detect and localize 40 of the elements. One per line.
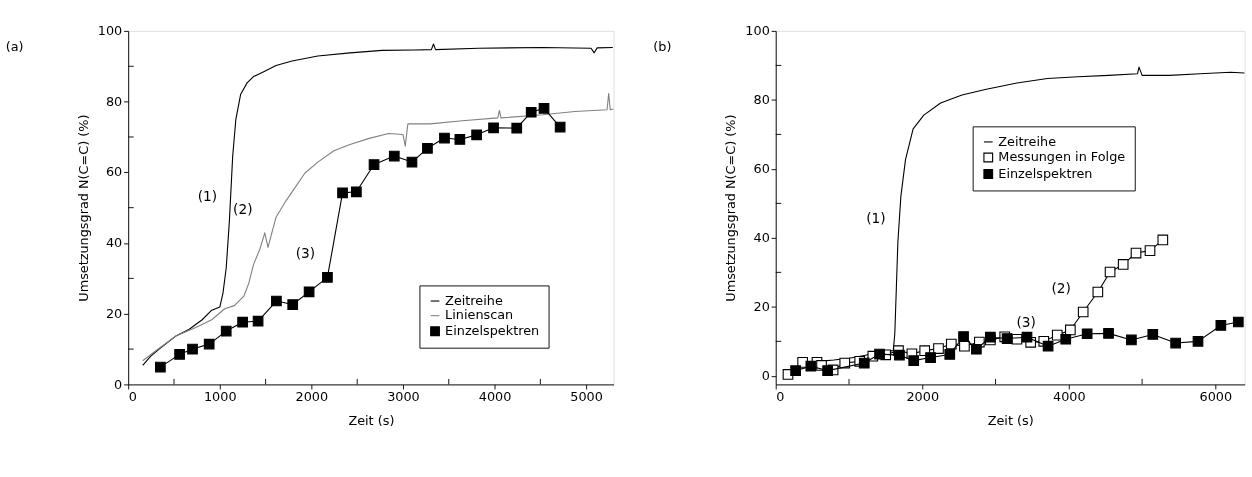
y-tick-label: 40 <box>105 235 123 251</box>
y-tick-label: 100 <box>745 23 770 39</box>
x-tick-label: 2000 <box>906 389 940 405</box>
y-tick-label: 0 <box>761 367 770 383</box>
annotation: (1) <box>197 188 218 205</box>
x-tick-label: 5000 <box>570 389 603 405</box>
annotation: (1) <box>866 209 886 226</box>
x-axis-title: Zeit (s) <box>987 413 1034 429</box>
y-tick-label: 80 <box>105 93 123 109</box>
y-tick-label: 80 <box>753 92 770 108</box>
y-tick-label: 20 <box>105 305 123 321</box>
x-tick-label: 0 <box>776 389 785 405</box>
legend-label: Linienscan <box>445 307 514 323</box>
y-tick-label: 0 <box>114 376 123 392</box>
y-tick-label: 100 <box>97 23 123 39</box>
x-tick-label: 4000 <box>1052 389 1086 405</box>
annotation: (3) <box>295 245 316 262</box>
y-tick-label: 60 <box>753 161 770 176</box>
x-tick-label: 0 <box>128 389 137 405</box>
legend-label: Zeitreihe <box>445 292 503 308</box>
x-tick-label: 6000 <box>1199 389 1233 405</box>
legend-label: Einzelspektren <box>998 165 1093 181</box>
y-tick-label: 60 <box>105 164 123 180</box>
text: (a) <box>5 39 24 55</box>
annotation: (2) <box>233 200 253 217</box>
x-axis-title: Zeit (s) <box>348 413 395 429</box>
y-tick-label: 40 <box>753 229 770 245</box>
x-tick-label: 1000 <box>203 389 237 405</box>
legend-label: Einzelspektren <box>445 322 540 338</box>
legend-label: Zeitreihe <box>998 133 1057 149</box>
annotation: (3) <box>1016 313 1036 330</box>
x-tick-label: 4000 <box>478 389 512 405</box>
x-tick-label: 3000 <box>387 389 420 405</box>
text: (b) <box>653 39 672 55</box>
y-axis-title: Umsetzungsgrad N(C=C) (%) <box>723 114 739 302</box>
x-tick-label: 2000 <box>295 389 329 405</box>
y-tick-label: 20 <box>753 298 770 314</box>
annotation: (2) <box>1051 279 1071 296</box>
y-axis-title: Umsetzungsgrad N(C=C) (%) <box>75 114 91 302</box>
legend-label: Messungen in Folge <box>998 149 1126 165</box>
